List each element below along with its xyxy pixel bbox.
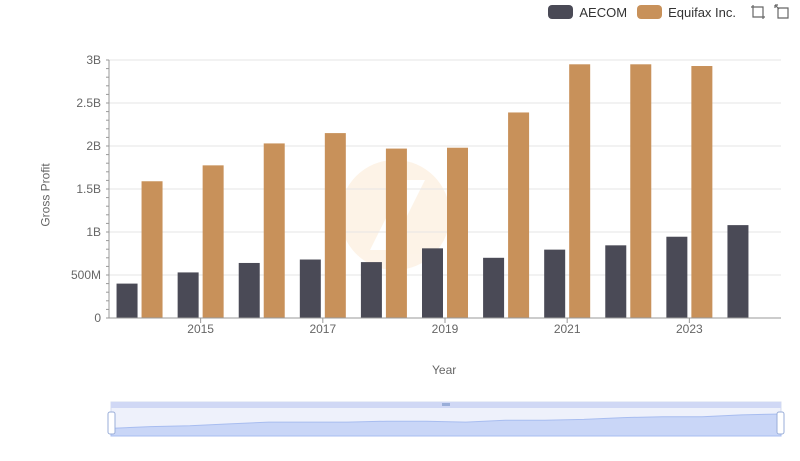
bar-aecom-2015[interactable] bbox=[177, 272, 199, 318]
bar-equifax-inc--2022[interactable] bbox=[630, 64, 652, 318]
datazoom-slider[interactable] bbox=[107, 401, 785, 437]
legend: AECOM Equifax Inc. bbox=[548, 4, 790, 20]
datazoom-left-handle[interactable] bbox=[107, 411, 116, 435]
bar-aecom-2023[interactable] bbox=[666, 236, 688, 318]
x-tick-label: 2023 bbox=[676, 322, 703, 336]
bar-equifax-inc--2023[interactable] bbox=[691, 66, 713, 319]
y-tick-label: 1.5B bbox=[76, 182, 101, 196]
bar-aecom-2016[interactable] bbox=[238, 262, 260, 318]
bar-equifax-inc--2020[interactable] bbox=[508, 112, 530, 319]
bar-equifax-inc--2017[interactable] bbox=[324, 133, 346, 318]
datazoom-overview-area bbox=[110, 413, 782, 437]
bar-equifax-inc--2019[interactable] bbox=[447, 147, 468, 318]
x-tick-label: 2021 bbox=[554, 322, 581, 336]
bar-equifax-inc--2016[interactable] bbox=[263, 143, 285, 318]
bar-aecom-2021[interactable] bbox=[544, 249, 566, 318]
bar-equifax-inc--2021[interactable] bbox=[569, 64, 591, 318]
y-axis: 0 500M 1B 1.5B 2B 2.5B 3B bbox=[71, 53, 110, 325]
bar-aecom-2024[interactable] bbox=[727, 225, 749, 318]
bar-series bbox=[116, 64, 749, 319]
datazoom-right-handle[interactable] bbox=[776, 411, 785, 435]
toolbox bbox=[750, 4, 790, 20]
y-tick-label: 3B bbox=[86, 53, 101, 67]
legend-swatch-equifax bbox=[637, 5, 663, 19]
y-tick-label: 1B bbox=[86, 225, 101, 239]
zoom-icon[interactable] bbox=[750, 4, 766, 20]
bar-equifax-inc--2014[interactable] bbox=[141, 181, 163, 318]
datazoom-drag-grip[interactable] bbox=[442, 403, 450, 406]
bar-aecom-2017[interactable] bbox=[299, 259, 321, 318]
bar-equifax-inc--2015[interactable] bbox=[202, 165, 224, 318]
legend-item-equifax[interactable]: Equifax Inc. bbox=[637, 5, 736, 20]
y-tick-label: 0 bbox=[94, 311, 101, 325]
bar-aecom-2014[interactable] bbox=[116, 283, 138, 318]
legend-swatch-aecom bbox=[548, 5, 574, 19]
bar-equifax-inc--2018[interactable] bbox=[385, 148, 407, 318]
x-tick-label: 2019 bbox=[432, 322, 459, 336]
bar-aecom-2019[interactable] bbox=[422, 248, 443, 318]
bar-aecom-2020[interactable] bbox=[483, 257, 505, 318]
bar-aecom-2018[interactable] bbox=[360, 262, 382, 318]
legend-label: Equifax Inc. bbox=[668, 4, 736, 20]
y-axis-title: Gross Profit bbox=[38, 163, 53, 227]
restore-icon[interactable] bbox=[774, 4, 790, 20]
legend-item-aecom[interactable]: AECOM bbox=[548, 5, 627, 20]
x-tick-label: 2015 bbox=[187, 322, 214, 336]
bar-aecom-2022[interactable] bbox=[605, 245, 627, 318]
legend-label: AECOM bbox=[579, 4, 628, 20]
x-axis-title: Year bbox=[432, 363, 457, 377]
y-tick-label: 2.5B bbox=[76, 96, 101, 110]
x-tick-label: 2017 bbox=[309, 322, 336, 336]
y-tick-label: 500M bbox=[71, 268, 101, 282]
y-tick-label: 2B bbox=[86, 139, 101, 153]
x-axis: 2015 2017 2019 2021 2023 bbox=[109, 317, 781, 336]
